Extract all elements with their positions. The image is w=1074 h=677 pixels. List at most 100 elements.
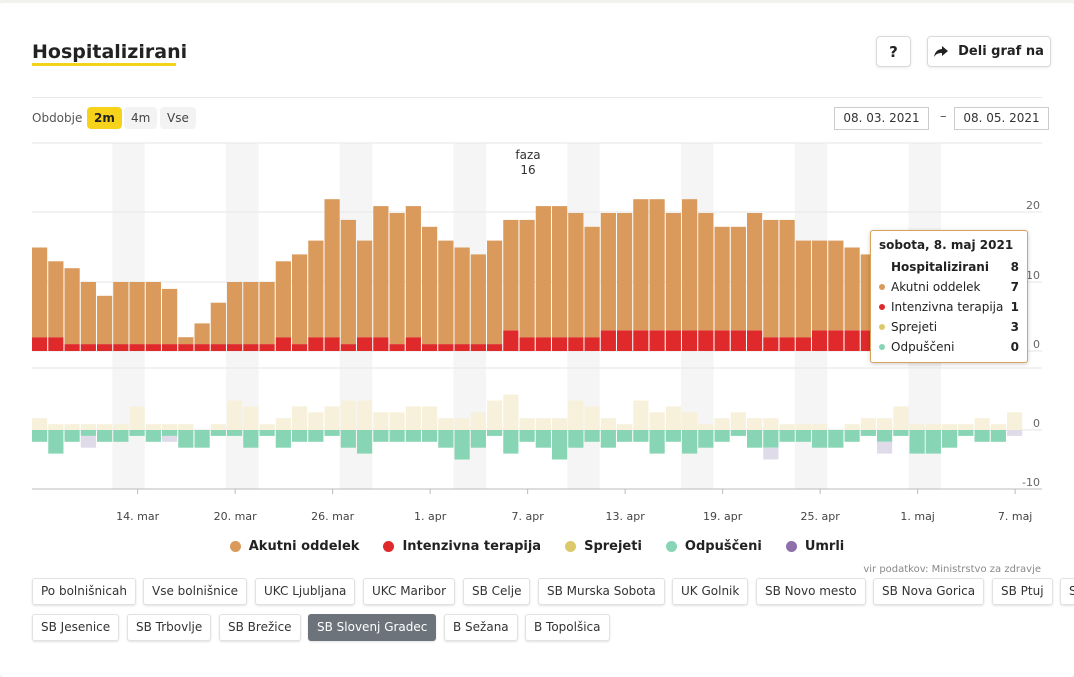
discharged-bar	[308, 430, 324, 442]
discharged-bar	[568, 430, 584, 448]
acute-bar	[649, 199, 665, 331]
acute-bar	[194, 323, 210, 345]
discharged-bar	[470, 430, 486, 448]
hospital-button[interactable]: UKC Maribor	[363, 578, 456, 605]
x-tick-label: 7. apr	[512, 510, 545, 523]
hospital-button[interactable]: SB Celje	[463, 578, 531, 605]
deceased-bar	[877, 441, 893, 454]
legend-item-admitted[interactable]: Sprejeti	[565, 539, 642, 554]
hospital-button[interactable]: B Topolšica	[525, 614, 610, 641]
admitted-bar	[714, 418, 730, 430]
icu-bar	[422, 344, 438, 351]
legend-item-discharged[interactable]: Odpuščeni	[665, 539, 762, 554]
y-tick-label: 20	[1026, 199, 1040, 212]
acute-bar	[357, 240, 373, 338]
icu-bar	[779, 337, 795, 351]
icu-bar	[357, 337, 373, 351]
acute-bar	[600, 213, 616, 331]
hospital-button[interactable]: SB Murska Sobota	[538, 578, 665, 605]
icu-dot-icon	[879, 304, 885, 310]
hospital-button[interactable]: SB Nova Gorica	[873, 578, 985, 605]
discharged-bar	[519, 430, 535, 442]
discharged-bar	[503, 430, 519, 454]
discharged-bar	[698, 430, 714, 448]
hospital-button[interactable]: UK Golnik	[672, 578, 749, 605]
acute-bar	[730, 226, 746, 331]
legend-item-icu[interactable]: Intenzivna terapija	[383, 539, 541, 554]
deceased-bar	[80, 435, 96, 448]
admitted-bar	[877, 418, 893, 430]
admitted-bar	[1007, 412, 1023, 430]
discharged-bar	[682, 430, 698, 454]
hospital-button[interactable]: SB Jesenice	[32, 614, 120, 641]
acute-bar	[178, 337, 194, 345]
legend-label: Sprejeti	[584, 539, 642, 554]
x-tick-label: 1. apr	[414, 510, 447, 523]
tooltip-row-label: Intenzivna terapija	[891, 300, 1004, 314]
range-4m-button[interactable]: 4m	[124, 107, 158, 129]
hospital-button[interactable]: SB Izola	[1060, 578, 1074, 605]
discharged-bar	[227, 430, 243, 436]
legend-item-acute[interactable]: Akutni oddelek	[229, 539, 359, 554]
acute-bar	[487, 240, 503, 345]
acute-bar	[162, 288, 178, 345]
hospital-button[interactable]: SB Ptuj	[992, 578, 1053, 605]
admitted-bar	[227, 400, 243, 430]
hospital-button[interactable]: B Sežana	[444, 614, 518, 641]
discharged-bar	[600, 430, 616, 448]
hospital-button[interactable]: Po bolnišnicah	[32, 578, 136, 605]
y-tick-label: -10	[1022, 476, 1040, 489]
hospital-button[interactable]: SB Trbovlje	[127, 614, 212, 641]
admitted-bar	[292, 406, 308, 430]
admitted-bar	[519, 418, 535, 430]
acute-bar	[812, 240, 828, 331]
share-button[interactable]: Deli graf na	[927, 36, 1051, 67]
icu-bar	[97, 344, 113, 351]
admitted-bar	[389, 412, 405, 430]
legend-item-deceased[interactable]: Umrli	[785, 539, 844, 554]
icu-bar	[454, 344, 470, 351]
date-range-dash: –	[940, 109, 947, 124]
discharged-bar	[633, 430, 649, 442]
admitted-bar	[552, 418, 568, 430]
admitted-bar	[860, 418, 876, 430]
range-2m-button[interactable]: 2m	[87, 107, 122, 129]
help-button[interactable]: ?	[876, 36, 911, 67]
hospital-button[interactable]: SB Slovenj Gradec	[308, 614, 437, 641]
discharged-bar	[454, 430, 470, 460]
acute-bar	[32, 247, 48, 338]
hospital-button[interactable]: SB Novo mesto	[756, 578, 866, 605]
range-all-button[interactable]: Vse	[160, 107, 196, 129]
icu-bar	[178, 344, 194, 351]
acute-bar	[535, 206, 551, 338]
discharged-bar	[779, 430, 795, 442]
admitted-bar	[633, 400, 649, 430]
icu-bar	[568, 337, 584, 351]
hospital-button[interactable]: UKC Ljubljana	[255, 578, 356, 605]
discharged-bar	[259, 430, 275, 436]
icu-bar	[519, 337, 535, 351]
deceased-bar	[763, 447, 779, 460]
date-from-input[interactable]: 08. 03. 2021	[834, 107, 929, 130]
discharged-bar	[990, 430, 1006, 442]
admitted-bar	[925, 424, 941, 430]
discharged-bar	[617, 430, 633, 442]
discharged-bar	[340, 430, 356, 448]
hospital-button[interactable]: Vse bolnišnice	[143, 578, 248, 605]
admitted-bar	[665, 406, 681, 430]
date-to-input[interactable]: 08. 05. 2021	[954, 107, 1049, 130]
discharged-bar	[552, 430, 568, 460]
acute-bar	[828, 240, 844, 331]
icu-bar	[292, 344, 308, 351]
legend-dot-icon	[665, 541, 677, 552]
admitted-bar	[422, 406, 438, 430]
x-tick-label: 26. mar	[311, 510, 354, 523]
icu-bar	[503, 330, 519, 351]
hospital-button[interactable]: SB Brežice	[219, 614, 301, 641]
icu-bar	[552, 337, 568, 351]
discharged-bar	[422, 430, 438, 442]
icu-bar	[373, 337, 389, 351]
admitted-bar	[275, 418, 291, 430]
chart-tooltip: sobota, 8. maj 2021 Hospitalizirani 8 Ak…	[870, 230, 1028, 363]
